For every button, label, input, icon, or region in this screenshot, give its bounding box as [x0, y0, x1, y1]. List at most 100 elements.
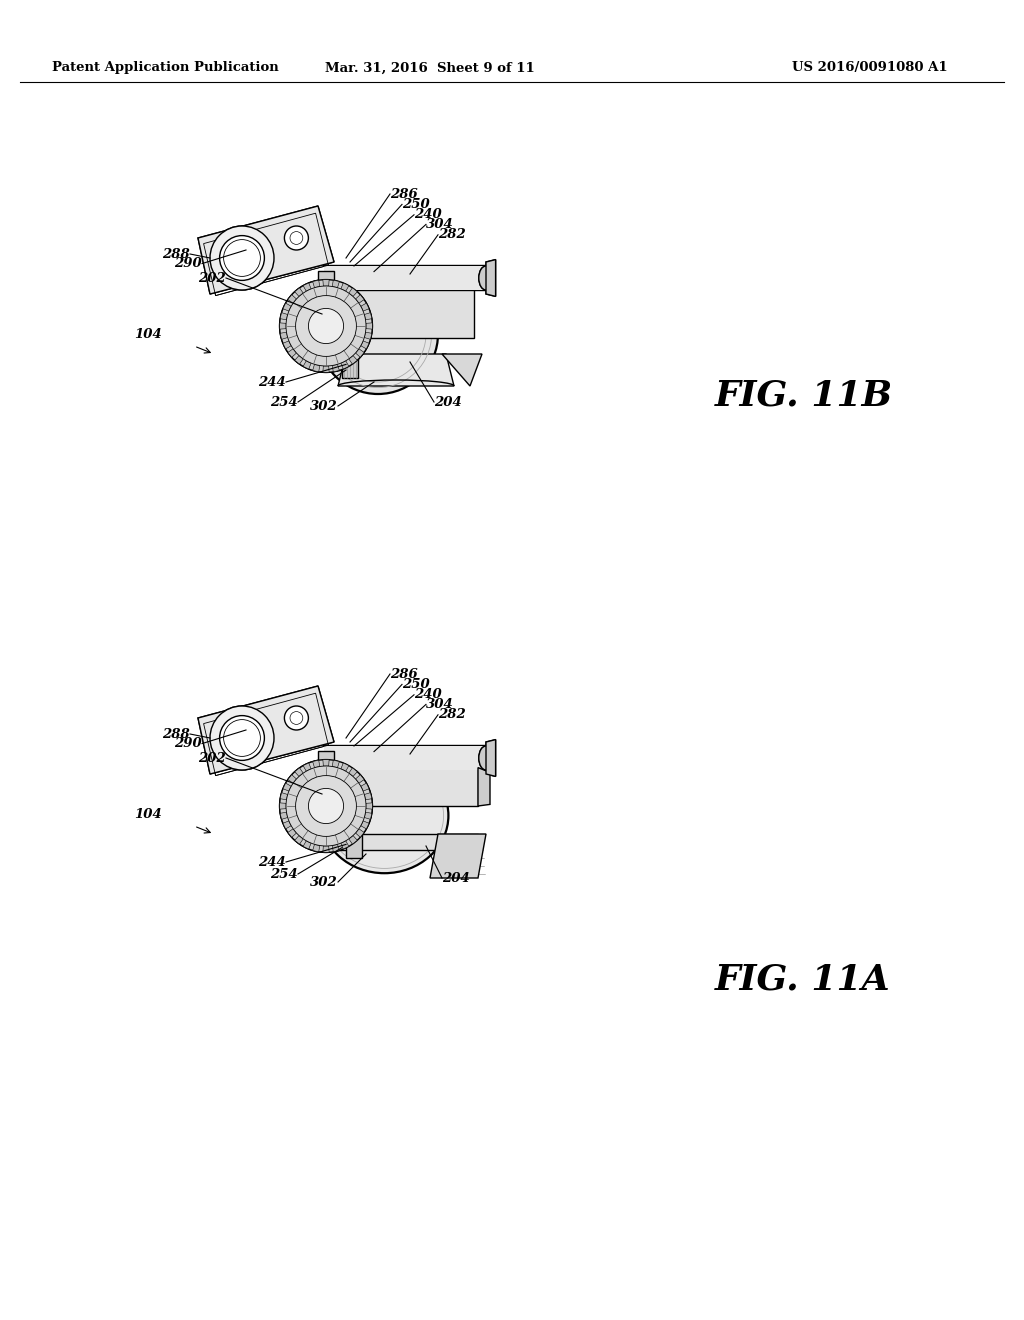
Polygon shape [295, 355, 303, 364]
Polygon shape [349, 836, 357, 845]
Polygon shape [283, 341, 291, 348]
Polygon shape [283, 304, 291, 312]
Polygon shape [332, 364, 339, 372]
Polygon shape [365, 313, 372, 319]
Polygon shape [280, 323, 286, 329]
Bar [318, 751, 334, 766]
Polygon shape [365, 812, 372, 820]
Circle shape [286, 286, 366, 366]
Circle shape [210, 706, 274, 770]
Polygon shape [360, 783, 369, 791]
Circle shape [308, 309, 344, 343]
Polygon shape [332, 845, 339, 851]
Circle shape [308, 309, 344, 343]
Bar [318, 271, 334, 285]
Polygon shape [349, 836, 357, 845]
Polygon shape [341, 763, 349, 771]
Polygon shape [366, 803, 373, 809]
Circle shape [223, 719, 260, 756]
Polygon shape [365, 313, 372, 319]
Polygon shape [341, 841, 349, 849]
Text: FIG. 11B: FIG. 11B [715, 378, 893, 412]
Circle shape [223, 719, 260, 756]
Polygon shape [288, 348, 297, 358]
Polygon shape [332, 280, 339, 288]
Ellipse shape [479, 746, 494, 770]
Text: 202: 202 [199, 751, 226, 764]
Text: Patent Application Publication: Patent Application Publication [52, 62, 279, 74]
Text: 204: 204 [434, 396, 462, 408]
Polygon shape [288, 294, 297, 304]
Polygon shape [295, 288, 303, 297]
Polygon shape [283, 821, 291, 829]
Polygon shape [349, 288, 357, 297]
Polygon shape [281, 812, 288, 820]
Polygon shape [341, 763, 349, 771]
Polygon shape [486, 260, 496, 297]
Polygon shape [332, 760, 339, 768]
Text: 286: 286 [390, 668, 418, 681]
Polygon shape [295, 288, 303, 297]
Circle shape [285, 226, 308, 249]
Circle shape [296, 296, 356, 356]
Circle shape [210, 706, 274, 770]
Circle shape [308, 788, 344, 824]
Text: 104: 104 [134, 808, 162, 821]
Polygon shape [355, 294, 365, 304]
Polygon shape [338, 354, 454, 385]
Circle shape [290, 711, 303, 725]
Bar [326, 290, 474, 338]
Polygon shape [332, 845, 339, 851]
Circle shape [296, 296, 356, 356]
Polygon shape [360, 341, 369, 348]
Polygon shape [355, 348, 365, 358]
Polygon shape [355, 775, 365, 783]
Circle shape [285, 226, 308, 249]
Polygon shape [312, 760, 319, 768]
Polygon shape [198, 686, 334, 774]
Polygon shape [349, 355, 357, 364]
Ellipse shape [321, 758, 449, 874]
Text: 254: 254 [270, 867, 298, 880]
Polygon shape [341, 360, 349, 370]
Circle shape [290, 231, 303, 244]
Polygon shape [288, 775, 297, 783]
Circle shape [210, 226, 274, 290]
Polygon shape [312, 280, 319, 288]
Polygon shape [280, 803, 286, 809]
Polygon shape [366, 803, 373, 809]
Text: 244: 244 [258, 375, 286, 388]
Polygon shape [349, 768, 357, 776]
Polygon shape [323, 366, 329, 372]
Polygon shape [198, 206, 334, 294]
Text: 254: 254 [270, 396, 298, 408]
Polygon shape [288, 829, 297, 837]
Polygon shape [323, 846, 329, 853]
Polygon shape [365, 792, 372, 800]
Circle shape [285, 706, 308, 730]
Polygon shape [349, 768, 357, 776]
Text: 240: 240 [414, 688, 441, 701]
Polygon shape [303, 763, 311, 771]
Circle shape [286, 766, 366, 846]
Polygon shape [355, 348, 365, 358]
Circle shape [285, 706, 308, 730]
Text: 304: 304 [426, 218, 454, 231]
Circle shape [318, 275, 438, 393]
Circle shape [308, 788, 344, 824]
Circle shape [219, 235, 264, 280]
Polygon shape [295, 355, 303, 364]
Polygon shape [288, 775, 297, 783]
Polygon shape [486, 739, 496, 776]
Polygon shape [312, 280, 319, 288]
Polygon shape [365, 333, 372, 339]
Polygon shape [360, 821, 369, 829]
Polygon shape [332, 364, 339, 372]
Circle shape [223, 240, 260, 276]
Polygon shape [366, 323, 373, 329]
Ellipse shape [479, 267, 494, 290]
Polygon shape [283, 821, 291, 829]
Polygon shape [360, 341, 369, 348]
Text: 204: 204 [442, 871, 470, 884]
Text: Mar. 31, 2016  Sheet 9 of 11: Mar. 31, 2016 Sheet 9 of 11 [326, 62, 535, 74]
